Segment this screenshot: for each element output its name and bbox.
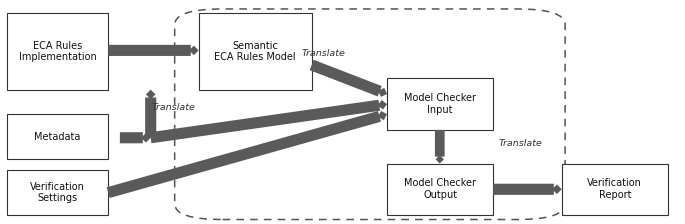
Text: Translate: Translate <box>152 103 196 112</box>
Bar <box>7 170 108 215</box>
Text: Model Checker
Input: Model Checker Input <box>404 93 476 115</box>
Text: Translate: Translate <box>499 139 543 148</box>
Bar <box>562 164 668 215</box>
Text: Verification
Report: Verification Report <box>587 179 643 200</box>
Text: Translate: Translate <box>301 49 345 58</box>
Bar <box>199 13 312 90</box>
Text: ECA Rules
Implementation: ECA Rules Implementation <box>18 41 97 62</box>
Bar <box>7 13 108 90</box>
Text: Model Checker
Output: Model Checker Output <box>404 179 476 200</box>
Text: Metadata: Metadata <box>34 132 81 142</box>
Bar <box>387 78 493 130</box>
Bar <box>387 164 493 215</box>
Bar <box>7 114 108 159</box>
Text: Verification
Settings: Verification Settings <box>30 182 85 203</box>
Text: Semantic
ECA Rules Model: Semantic ECA Rules Model <box>214 41 296 62</box>
